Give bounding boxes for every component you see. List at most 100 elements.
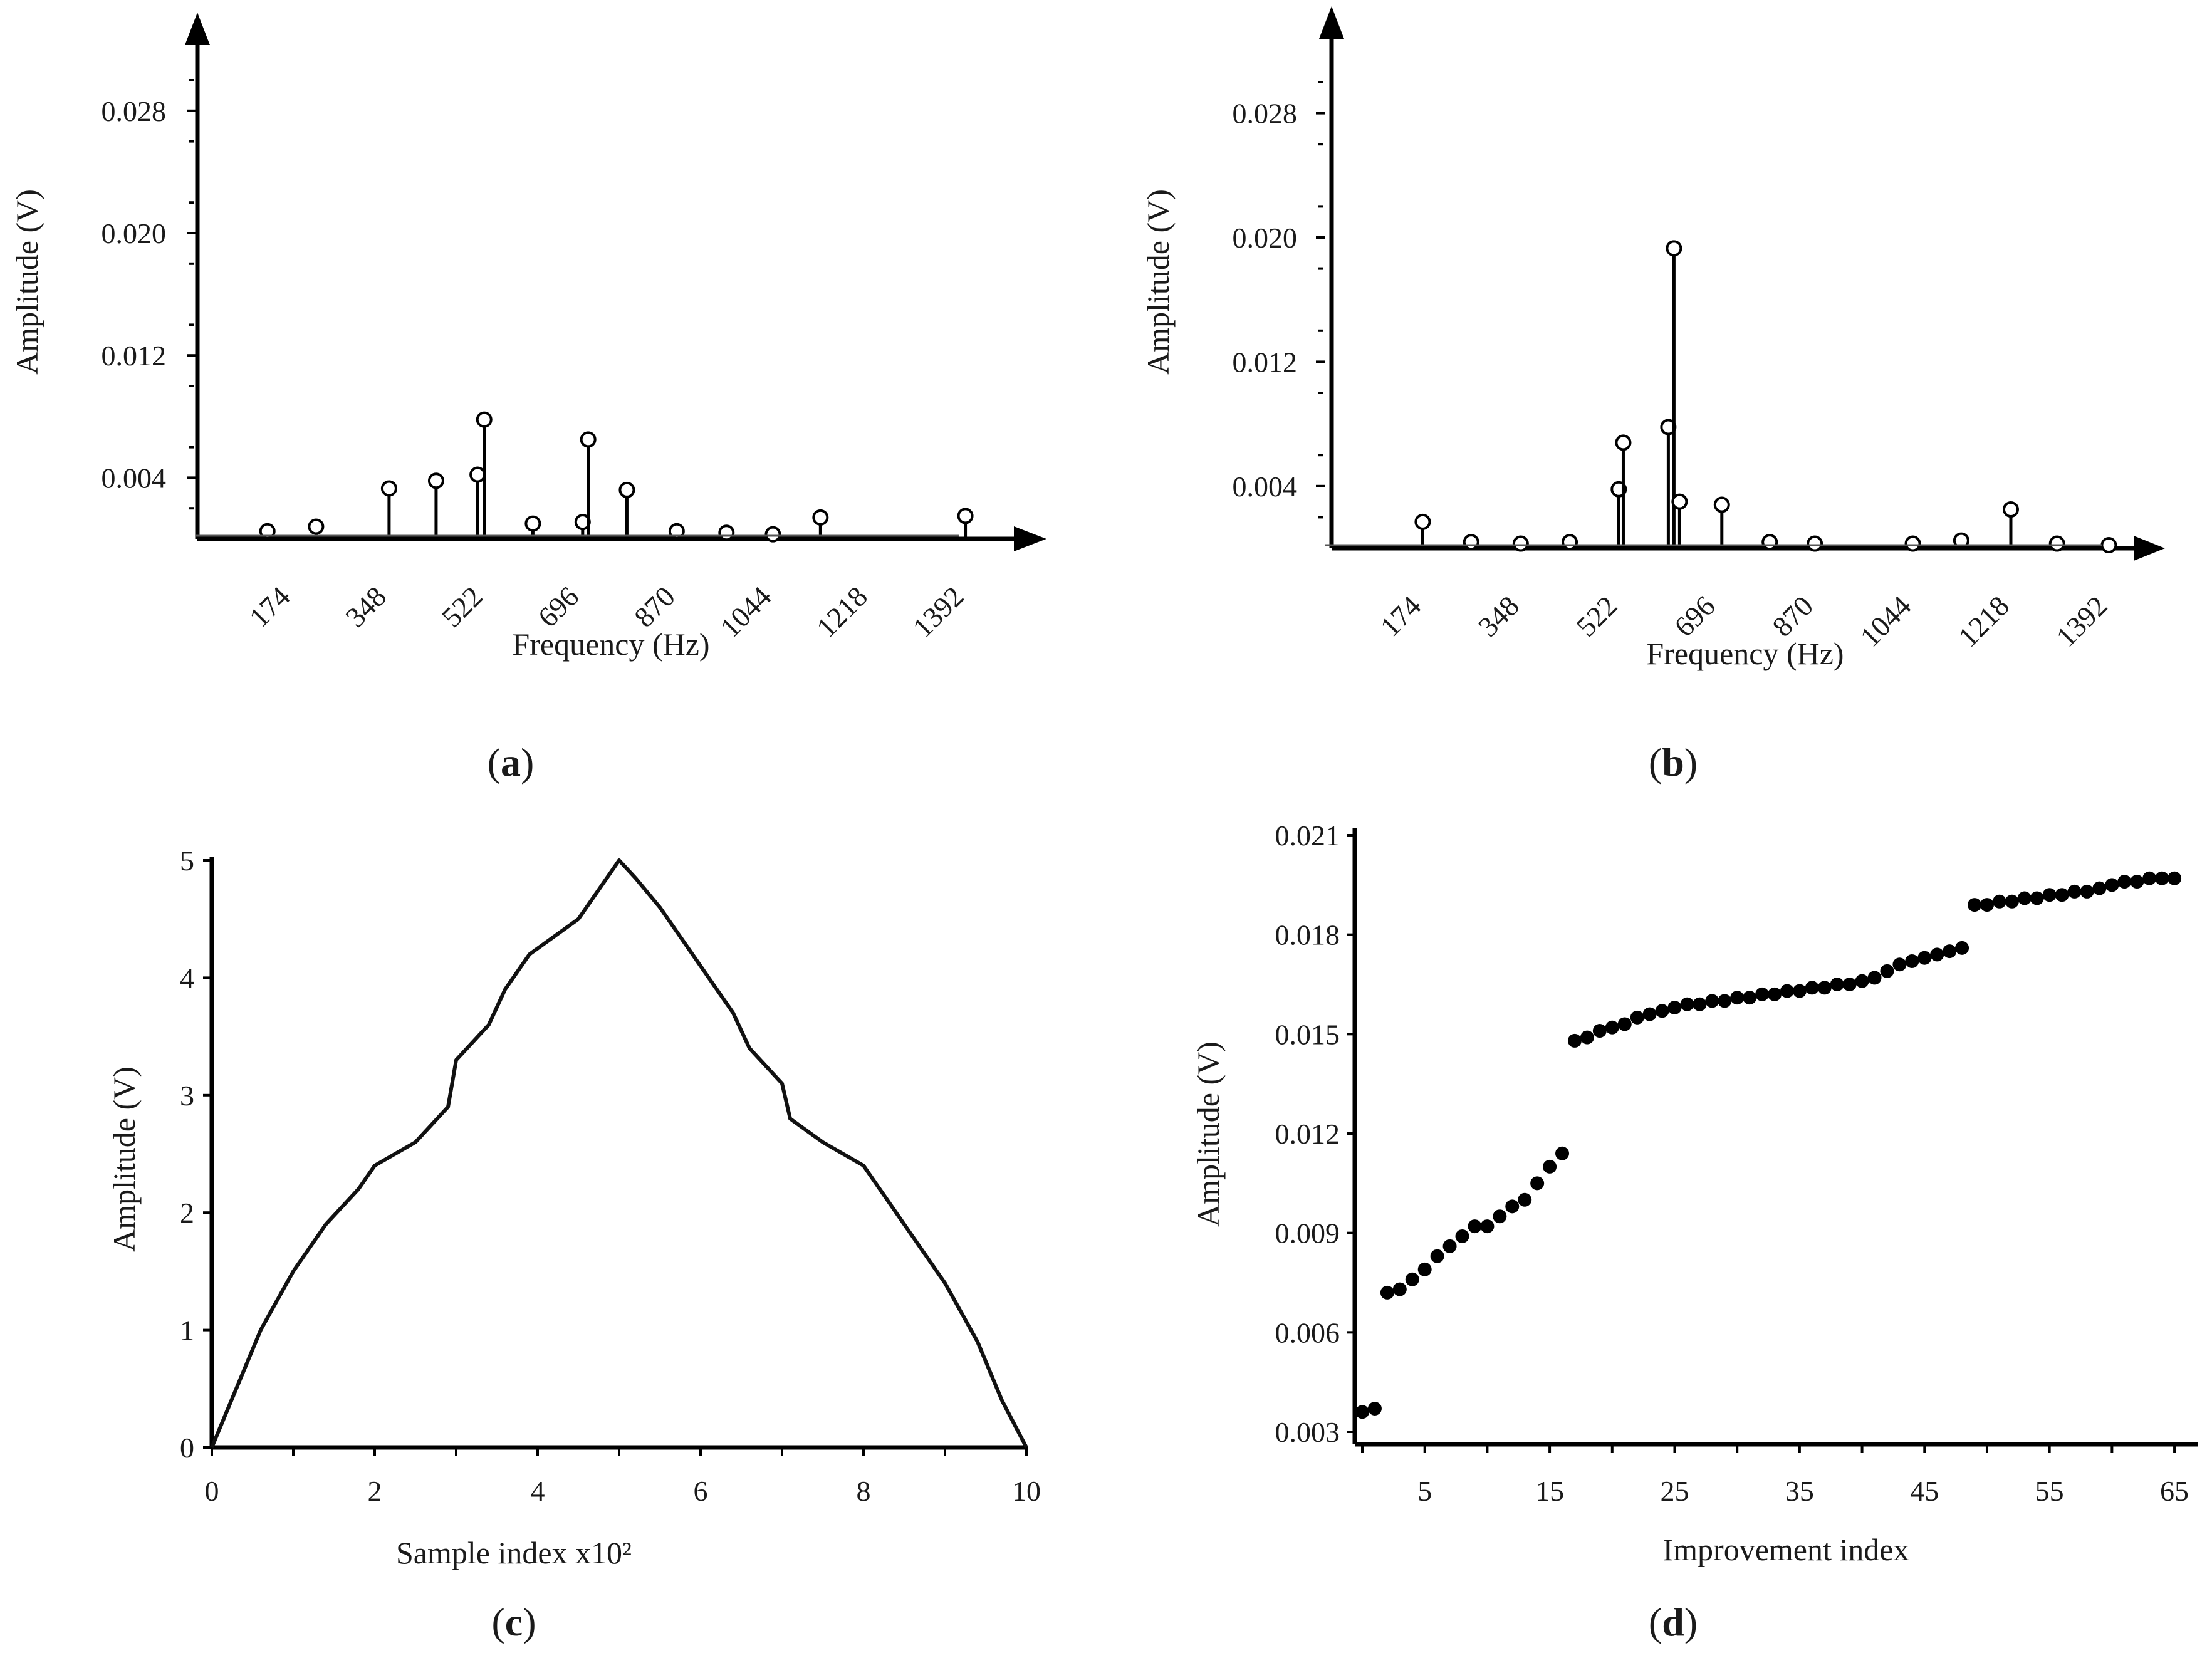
x-tick-label-d: 55	[2035, 1475, 2064, 1507]
data-point-d	[2092, 881, 2107, 895]
data-point-d	[1693, 997, 1707, 1011]
data-point-d	[1518, 1192, 1532, 1207]
data-point-d	[2130, 875, 2144, 889]
stem-head-b	[1904, 535, 1921, 552]
panel-label-b-letter: b	[1662, 740, 1684, 785]
chart-panel-c: 0 1 2 3 4 5 0 2 4 6 8 10 Sample index x10² Amplitud…	[107, 845, 1041, 1644]
stem-head-a	[668, 523, 685, 540]
data-point-d	[1567, 1033, 1582, 1048]
data-point-d	[1580, 1030, 1594, 1045]
stem-head-b	[2048, 535, 2065, 552]
tick-group-a: 0.004 0.012 0.020 0.028 174 348 522 696 870 1044 1…	[102, 79, 970, 644]
data-point-d	[2030, 891, 2044, 905]
stem-head-b	[1671, 493, 1688, 510]
x-tick-label-d: 45	[1910, 1475, 1939, 1507]
data-point-d	[1417, 1262, 1432, 1276]
x-tick-label-b: 870	[1766, 590, 1819, 643]
y-tick-label-d: 0.015	[1275, 1018, 1340, 1050]
data-point-d	[1992, 894, 2006, 909]
data-point-d	[1655, 1004, 1669, 1018]
data-point-d	[1355, 1405, 1369, 1419]
data-point-d	[1743, 991, 1757, 1005]
panel-label-a-letter: a	[501, 740, 521, 785]
x-tick-label-b: 522	[1570, 590, 1623, 643]
stem-head-a	[957, 508, 974, 524]
data-point-d	[1892, 957, 1907, 972]
x-tick-label-d: 35	[1785, 1475, 1814, 1507]
data-point-d	[1617, 1017, 1632, 1031]
y-axis-label-b: Amplitude (V)	[1140, 189, 1176, 375]
data-point-d	[1943, 944, 1957, 959]
x-tick-label-d: 25	[1660, 1475, 1689, 1507]
x-tick-label-b: 1218	[1952, 590, 2015, 653]
data-point-d	[2067, 884, 2082, 899]
panel-label-d-letter: d	[1662, 1600, 1684, 1644]
y-axis-arrow-a	[185, 13, 210, 45]
stem-head-a	[580, 431, 597, 448]
x-axis-label-c: Sample index x10²	[396, 1535, 632, 1570]
y-tick-label-d: 0.009	[1275, 1217, 1340, 1249]
y-tick-label-c: 0	[180, 1432, 194, 1464]
data-point-d	[1880, 964, 1894, 978]
data-point-d	[1555, 1146, 1570, 1160]
panel-label-c-letter: c	[505, 1600, 523, 1644]
y-tick-label-b: 0.012	[1233, 346, 1298, 378]
panel-label-a: (a)	[488, 740, 535, 785]
data-point-d	[1493, 1209, 1507, 1224]
data-point-d	[2155, 871, 2169, 885]
y-tick-label-d: 0.018	[1275, 919, 1340, 951]
data-point-d	[1380, 1285, 1394, 1300]
chart-panel-d: 0.003 0.006 0.009 0.012 0.015 0.018 0.021 5 15 25…	[1191, 820, 2198, 1644]
data-line-c	[210, 858, 1028, 1449]
data-point-d	[2005, 894, 2019, 909]
y-axis-label-a: Amplitude (V)	[9, 189, 44, 375]
data-point-d	[1480, 1219, 1495, 1234]
x-tick-label-a: 1392	[907, 580, 970, 644]
x-axis-label-a: Frequency (Hz)	[512, 627, 709, 662]
y-tick-label-c: 2	[180, 1197, 194, 1229]
x-tick-label-a: 522	[436, 580, 489, 633]
stem-head-a	[476, 411, 493, 428]
y-tick-label-c: 1	[180, 1315, 194, 1347]
y-tick-label-d: 0.021	[1275, 820, 1340, 852]
data-point-d	[1830, 978, 1844, 991]
data-point-d	[1442, 1239, 1457, 1253]
data-point-d	[1392, 1282, 1407, 1296]
tick-group-c: 0 1 2 3 4 5 0 2 4 6 8 10	[180, 845, 1041, 1507]
data-point-d	[1955, 941, 1969, 955]
x-axis-label-d: Improvement index	[1663, 1532, 1909, 1567]
stem-head-b	[1761, 534, 1778, 551]
data-point-d	[1468, 1219, 1482, 1234]
x-tick-label-b: 174	[1374, 590, 1427, 643]
stem-head-b	[1615, 434, 1632, 451]
data-point-d	[1842, 978, 1857, 991]
data-point-d	[1792, 984, 1807, 998]
data-point-d	[1530, 1176, 1545, 1191]
data-point-d	[1755, 987, 1770, 1001]
stem-series-a	[196, 411, 974, 543]
scatter-series-d	[1355, 871, 2182, 1419]
x-tick-label-d: 65	[2160, 1475, 2189, 1507]
data-point-d	[1730, 991, 1745, 1005]
data-point-d	[1592, 1024, 1607, 1038]
x-tick-label-c: 4	[531, 1475, 545, 1507]
x-axis-arrow-a	[1014, 526, 1046, 551]
y-axis-arrow-b	[1319, 6, 1344, 39]
stem-head-b	[1463, 534, 1479, 551]
data-point-d	[2080, 884, 2094, 899]
data-point-d	[1780, 984, 1794, 998]
x-tick-label-a: 1218	[810, 580, 874, 644]
y-tick-label-d: 0.006	[1275, 1316, 1340, 1348]
data-point-d	[1855, 974, 1869, 988]
data-point-d	[1367, 1401, 1382, 1416]
stem-head-b	[2002, 501, 2019, 518]
data-point-d	[1680, 997, 1694, 1011]
data-point-d	[1455, 1229, 1469, 1243]
data-point-d	[2168, 871, 2182, 885]
y-tick-label-a: 0.012	[102, 340, 167, 372]
data-point-d	[2117, 875, 2132, 889]
y-tick-label-c: 5	[180, 845, 194, 877]
panel-label-b: (b)	[1649, 740, 1698, 785]
stem-head-b	[1953, 532, 1969, 549]
x-axis-label-b: Frequency (Hz)	[1646, 636, 1844, 671]
